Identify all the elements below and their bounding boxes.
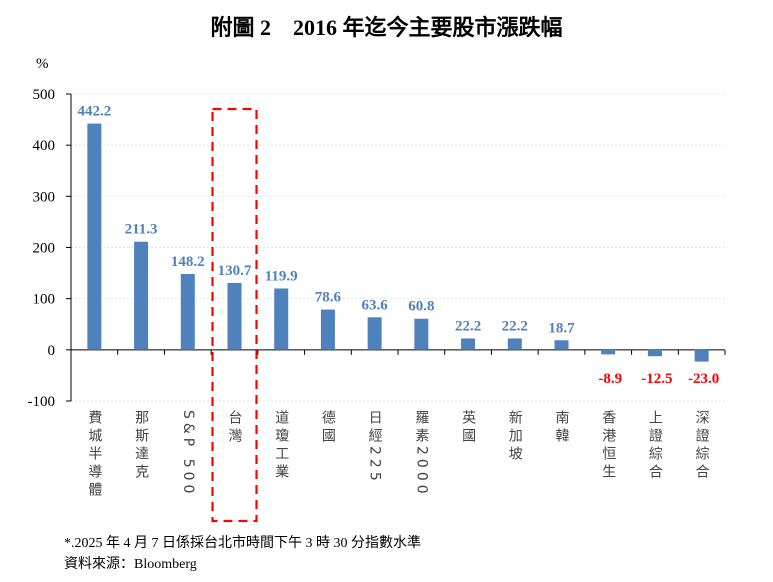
x-tick-label: 費城半導體 bbox=[86, 410, 103, 500]
y-tick-label: 500 bbox=[33, 87, 56, 103]
data-label: 130.7 bbox=[218, 263, 252, 279]
x-tick-label: 香港恒生 bbox=[600, 410, 617, 482]
x-tick-label: S&P 500 bbox=[179, 410, 196, 498]
source-note: 資料來源：Bloomberg bbox=[64, 557, 197, 572]
x-tick-label: 新加坡 bbox=[506, 410, 523, 464]
bar bbox=[507, 338, 522, 350]
bar bbox=[87, 123, 102, 350]
x-tick-label: 日經225 bbox=[366, 410, 383, 485]
data-label: 22.2 bbox=[455, 318, 481, 334]
data-label: 442.2 bbox=[77, 104, 111, 120]
x-tick-label: 道瓊工業 bbox=[273, 410, 290, 482]
bar bbox=[694, 349, 709, 362]
x-tick-label: 深證綜合 bbox=[693, 410, 710, 482]
x-tick-label: 羅素2000 bbox=[413, 410, 430, 498]
data-label: 211.3 bbox=[125, 222, 158, 238]
data-label: -8.9 bbox=[598, 371, 622, 387]
data-label: 78.6 bbox=[315, 290, 342, 306]
y-tick-label: 200 bbox=[33, 241, 56, 257]
highlight-box bbox=[211, 107, 258, 523]
y-tick-label: 300 bbox=[33, 189, 56, 205]
bar bbox=[180, 274, 195, 350]
data-label: -23.0 bbox=[688, 371, 719, 387]
bar bbox=[554, 340, 569, 350]
data-label: 119.9 bbox=[265, 268, 298, 284]
y-axis-unit: % bbox=[36, 56, 49, 72]
bar bbox=[601, 349, 616, 355]
y-tick-label: 100 bbox=[33, 292, 56, 308]
bar bbox=[414, 318, 429, 350]
x-tick-label: 南韓 bbox=[553, 410, 570, 446]
y-tick-label: 400 bbox=[33, 138, 56, 154]
data-label: 22.2 bbox=[502, 318, 528, 334]
x-tick-label: 德國 bbox=[319, 410, 336, 446]
x-tick-label: 那斯達克 bbox=[133, 410, 150, 482]
bar bbox=[461, 338, 476, 350]
bar bbox=[227, 282, 242, 350]
x-tick-label: 英國 bbox=[460, 410, 477, 446]
y-tick-label: -100 bbox=[28, 394, 56, 410]
x-tick-label: 上證綜合 bbox=[646, 410, 663, 482]
x-tick-label: 台灣 bbox=[226, 410, 243, 446]
bar bbox=[320, 309, 335, 350]
data-label: -12.5 bbox=[641, 371, 672, 387]
data-label: 63.6 bbox=[362, 297, 389, 313]
bar bbox=[274, 288, 289, 350]
chart-title: 附圖 2 2016 年迄今主要股市漲跌幅 bbox=[210, 15, 563, 40]
bar bbox=[647, 349, 662, 357]
data-label: 18.7 bbox=[548, 320, 575, 336]
y-tick-label: 0 bbox=[48, 343, 56, 359]
footnote: *.2025 年 4 月 7 日係採台北市時間下午 3 時 30 分指數水準 bbox=[64, 536, 421, 551]
bar bbox=[134, 241, 149, 350]
data-label: 60.8 bbox=[408, 299, 434, 315]
data-label: 148.2 bbox=[171, 254, 205, 270]
bar bbox=[367, 317, 382, 350]
